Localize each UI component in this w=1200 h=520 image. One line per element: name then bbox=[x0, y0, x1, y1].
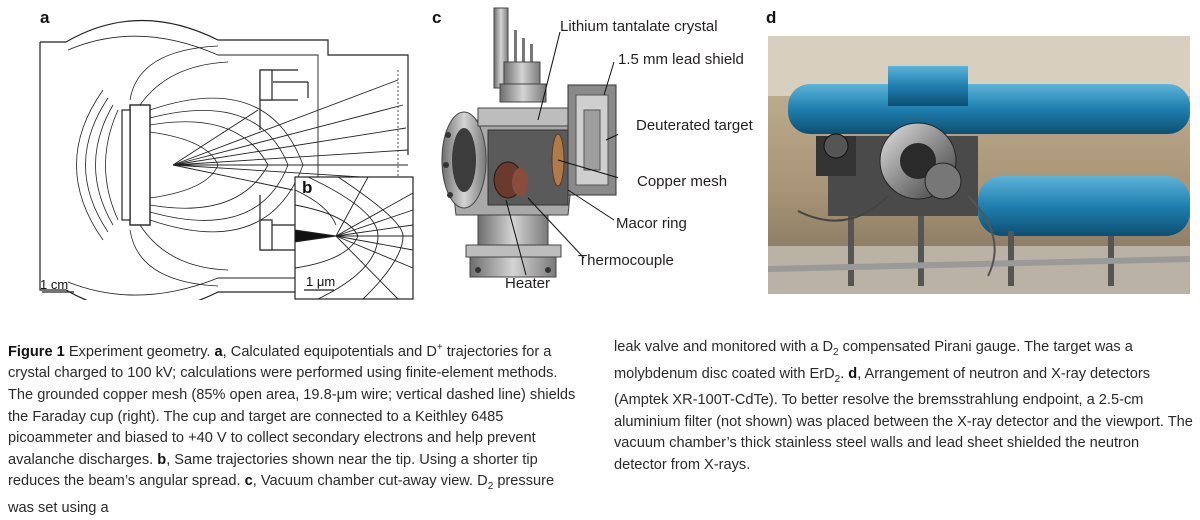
neutron-detector-top bbox=[788, 84, 1190, 134]
callout-copper-mesh: Copper mesh bbox=[637, 173, 728, 190]
callout-deuterated-target: Deuterated target bbox=[636, 117, 753, 134]
neutron-detector-bottom bbox=[978, 176, 1190, 236]
caption-a-text-1: , Calculated equipotentials and D bbox=[222, 343, 437, 360]
figure-caption-left: Figure 1 Experiment geometry. a, Calcula… bbox=[8, 337, 583, 520]
callout-heater: Heater bbox=[505, 275, 551, 292]
panel-label-d: d bbox=[766, 8, 777, 27]
caption-r-text-3: . bbox=[840, 365, 849, 382]
caption-figure-label: Figure 1 bbox=[8, 343, 65, 360]
panel-label-b: b bbox=[302, 178, 313, 197]
panel-label-c: c bbox=[432, 8, 442, 27]
caption-c-text-2: pressure was set using a bbox=[8, 473, 555, 516]
caption-c-sub: 2 bbox=[487, 481, 494, 493]
caption-r-sub-2: 2 bbox=[834, 373, 841, 385]
caption-d-text: , Arrangement of neutron and X-ray detec… bbox=[614, 365, 1193, 473]
caption-c-label: c bbox=[244, 473, 253, 490]
callout-lead-shield: 1.5 mm lead shield bbox=[618, 51, 744, 68]
caption-r-sub-1: 2 bbox=[833, 346, 839, 358]
figure-caption-right: leak valve and monitored with a D2 compe… bbox=[614, 337, 1194, 476]
callout-macor-ring: Macor ring bbox=[616, 215, 687, 232]
chamber-outline bbox=[40, 19, 409, 150]
caption-a-text-4: to collect secondary electrons and help … bbox=[8, 430, 536, 468]
caption-a-label: a bbox=[214, 343, 223, 360]
caption-plus40: +40 V bbox=[188, 430, 227, 447]
caption-d-label: d bbox=[848, 365, 858, 382]
scale-label-b: 1 μm bbox=[306, 274, 336, 289]
callout-thermocouple: Thermocouple bbox=[578, 252, 674, 269]
caption-mu: μ bbox=[336, 387, 345, 404]
caption-a-sup: + bbox=[436, 342, 443, 353]
detector-arrangement-photo bbox=[768, 36, 1190, 294]
caption-a-text-2: trajectories for a crystal charged to 10… bbox=[8, 343, 558, 404]
caption-title: Experiment geometry. bbox=[64, 343, 215, 360]
caption-b-text: , Same trajectories shown near the tip. … bbox=[8, 451, 538, 490]
crystal bbox=[129, 104, 151, 226]
callout-lithium-crystal: Lithium tantalate crystal bbox=[560, 18, 718, 35]
scale-label-a: 1 cm bbox=[40, 277, 69, 292]
panel-label-a: a bbox=[40, 8, 50, 27]
caption-r-text-1: leak valve and monitored with a D bbox=[614, 339, 834, 355]
inset-b bbox=[294, 176, 414, 300]
equipotential-diagram bbox=[39, 19, 414, 300]
caption-a-text-3: m wire; vertical dashed line) shields th… bbox=[8, 387, 576, 447]
caption-c-text-1: , Vacuum chamber cut-away view. D bbox=[252, 473, 488, 490]
caption-r-text-2: compensated Pirani gauge. The target was… bbox=[614, 339, 1133, 382]
chamber-cutaway-illustration bbox=[441, 7, 618, 278]
caption-b-label: b bbox=[157, 451, 167, 468]
